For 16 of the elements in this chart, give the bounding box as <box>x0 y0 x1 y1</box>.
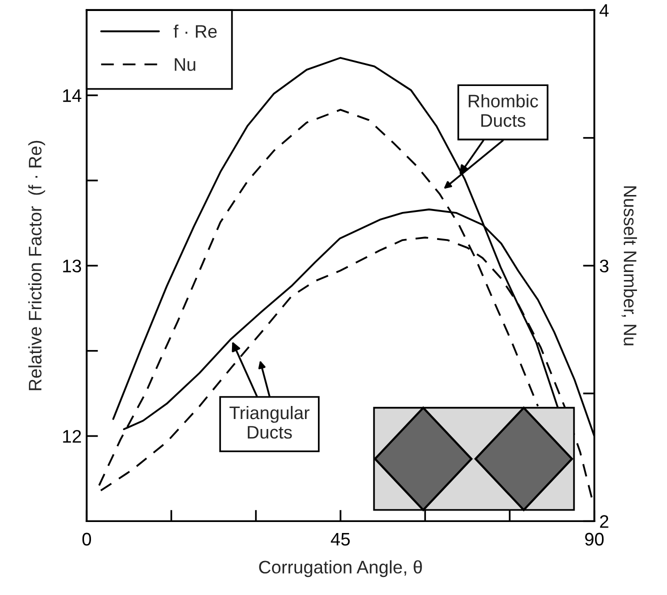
x-axis-title: Corrugation Angle, θ <box>259 560 422 578</box>
x-tick-label: 45 <box>330 532 350 546</box>
y2-tick-label: 3 <box>600 260 608 272</box>
y-tick-label: 14 <box>63 89 82 102</box>
x-tick-label: 90 <box>585 532 604 546</box>
legend-label: Nu <box>174 58 196 71</box>
y-tick-label: 13 <box>63 260 82 272</box>
annotation: Triangular Ducts <box>230 406 310 439</box>
y2-tick-label: 2 <box>600 515 608 528</box>
legend-label: f · Re <box>174 24 217 38</box>
y-axis-title: Relative Friction Factor (f · Re) <box>28 140 46 390</box>
y2-tick-label: 4 <box>600 4 609 17</box>
x-tick-label: 0 <box>82 532 92 546</box>
y-tick-label: 12 <box>63 430 81 443</box>
y2-axis-title: Nusselt Number, Nu <box>622 186 637 346</box>
annotation: Rhombic Ducts <box>468 94 538 127</box>
